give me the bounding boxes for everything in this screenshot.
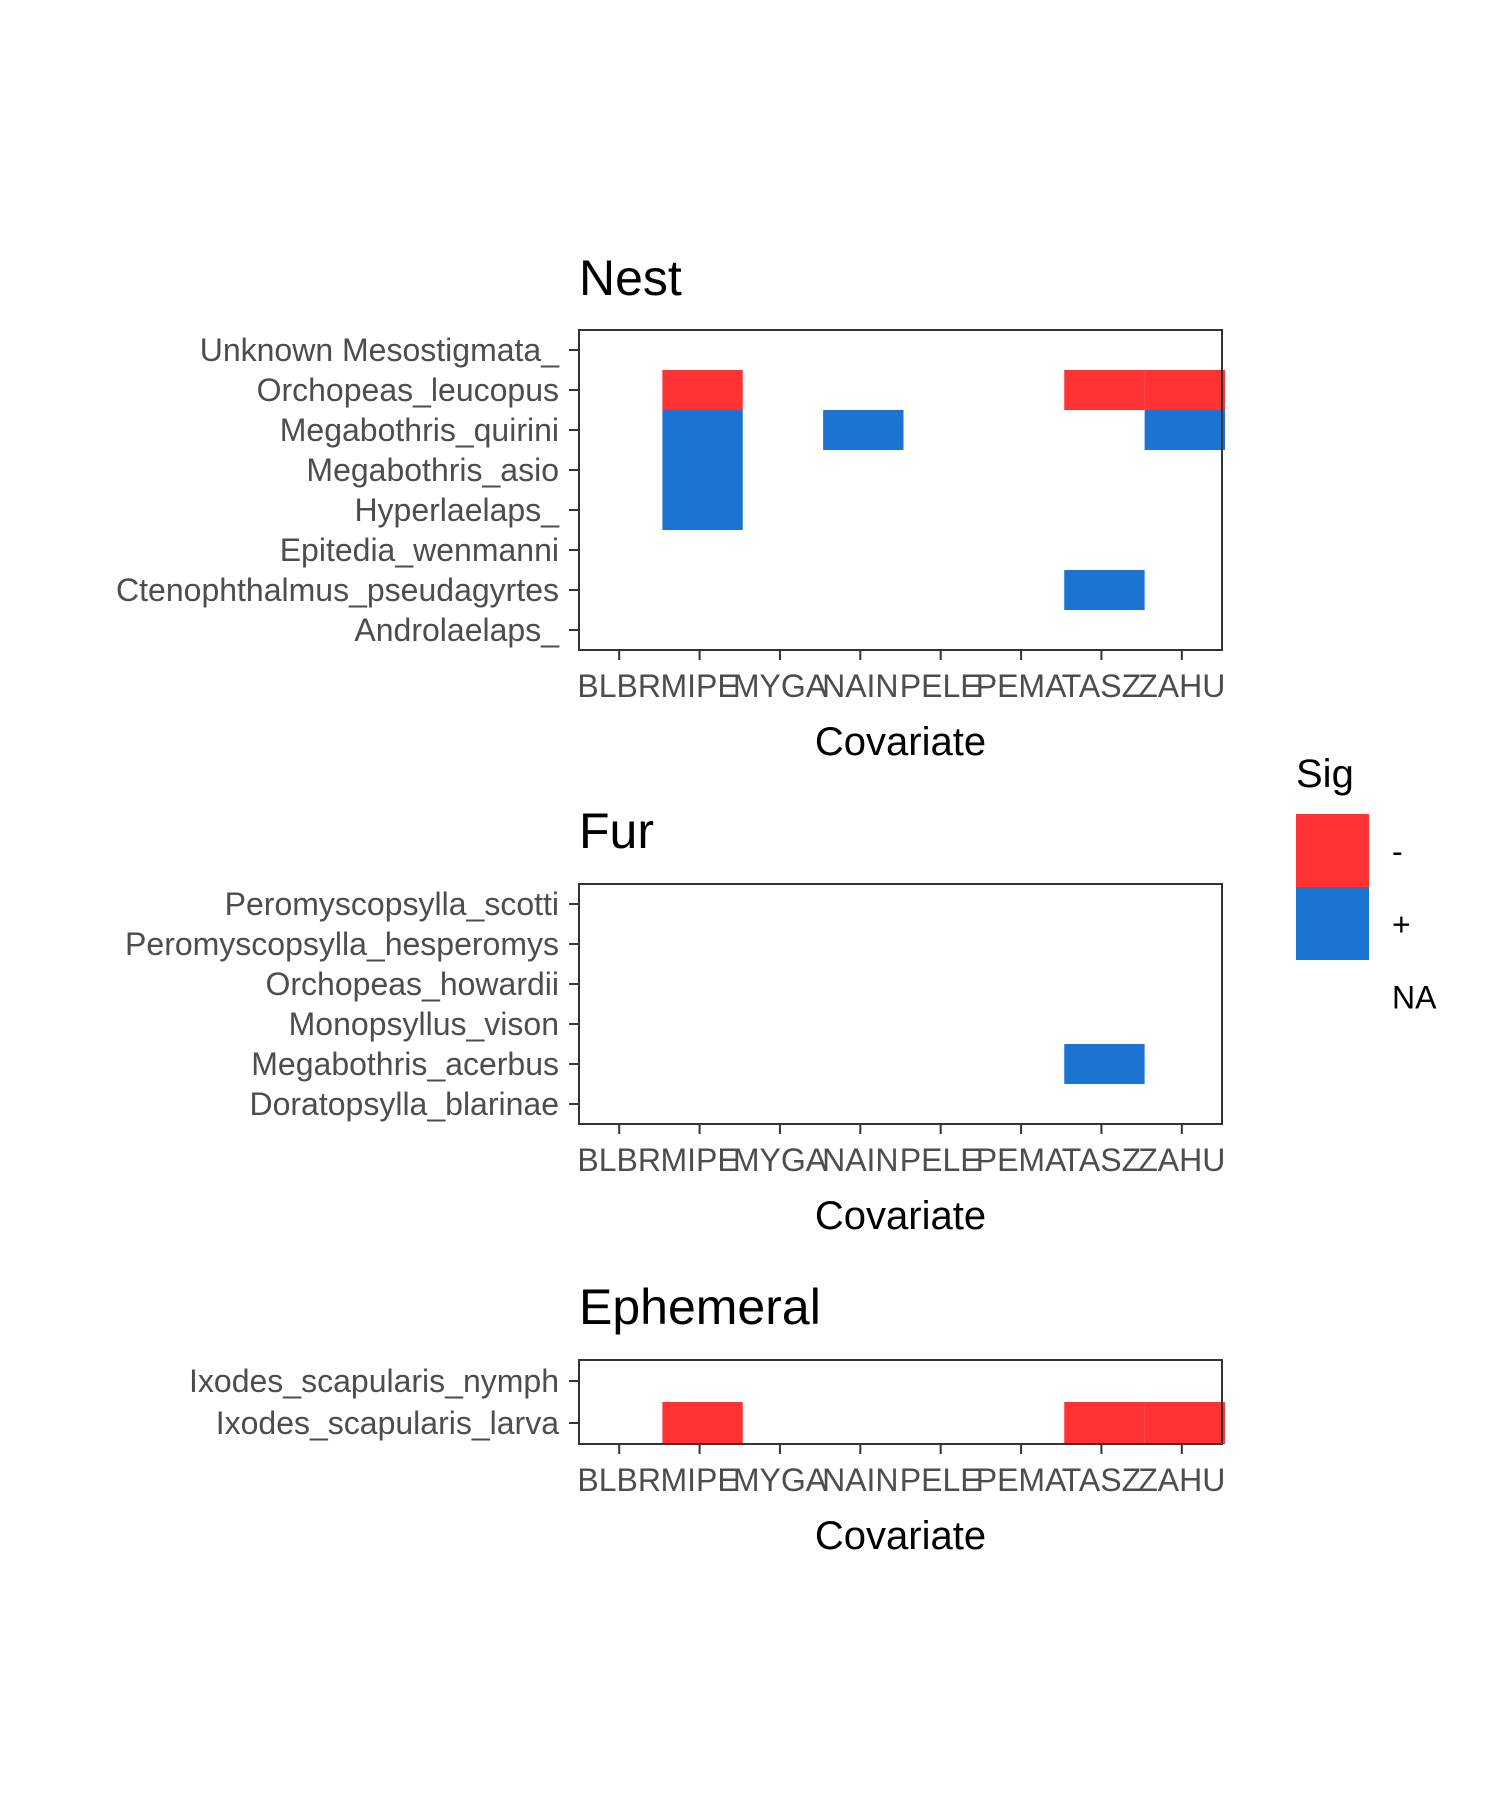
y-tick-label: Orchopeas_howardii [266,966,560,1002]
legend-key [1296,814,1369,887]
x-tick-label: BLBR [577,1462,661,1498]
x-tick-label: MYGA [733,1142,828,1178]
panel-border [578,329,1223,651]
y-tick-label: Peromyscopsylla_scotti [225,886,559,922]
legend-label: - [1392,834,1403,870]
panel-border [578,1359,1223,1445]
x-tick-label: MIPE [660,1142,738,1178]
y-tick-label: Ixodes_scapularis_larva [216,1405,560,1441]
x-tick-label: PEMA [976,1142,1067,1178]
x-tick-label: PEMA [976,668,1067,704]
x-tick-label: NAIN [822,1142,898,1178]
x-tick-label: BLBR [577,668,661,704]
x-tick-label: ZAHU [1138,668,1225,704]
legend: Sig - + NA [1296,752,1437,1016]
legend-title: Sig [1296,752,1354,796]
x-tick-label: TASZ [1062,1142,1141,1178]
heat-tile-tasz-1 [1064,370,1145,410]
x-tick-label: PELE [900,668,982,704]
panel-title: Fur [579,803,654,859]
x-tick-label: NAIN [822,668,898,704]
heat-tile-zahu-2 [1144,1402,1225,1444]
x-tick-label: BLBR [577,1142,661,1178]
heat-tile-mipe-7 [662,490,743,530]
heat-tile-nain-4 [823,410,904,450]
y-tick-label: Ctenophthalmus_pseudagyrtes [116,572,559,608]
x-axis-label: Covariate [815,1194,986,1238]
panel-fur: Fur Doratopsylla_blarinae Megabothris_acer… [125,803,1225,1238]
x-tick-label: PEMA [976,1462,1067,1498]
x-tick-label: TASZ [1062,1462,1141,1498]
panel-border [578,883,1223,1125]
panel-ephemeral: Ephemeral Ixodes_scapularis_larva Ixodes_s… [189,1279,1225,1558]
y-tick-label: Unknown Mesostigmata_ [200,332,560,368]
heat-tile-mipe-3 [662,410,743,450]
x-tick-label: ZAHU [1138,1142,1225,1178]
legend-label: + [1392,907,1411,943]
heat-tile-zahu-2 [1144,370,1225,410]
heat-tile-tasz-1 [1064,1402,1145,1444]
y-tick-label: Epitedia_wenmanni [280,532,559,568]
x-tick-label: MIPE [660,1462,738,1498]
heat-tile-mipe-0 [662,1402,743,1444]
panel-nest: Nest Androlaelaps_ Ctenophthalmus_pseudagy… [116,250,1225,764]
panel-title: Ephemeral [579,1279,821,1335]
x-tick-label: TASZ [1062,668,1141,704]
y-tick-label: Megabothris_asio [306,452,559,488]
y-tick-label: Doratopsylla_blarinae [249,1086,559,1122]
y-tick-label: Megabothris_quirini [280,412,559,448]
x-tick-label: MIPE [660,668,738,704]
x-tick-label: MYGA [733,668,828,704]
legend-key [1296,887,1369,960]
y-tick-label: Orchopeas_leucopus [257,372,559,408]
x-axis-label: Covariate [815,1514,986,1558]
y-tick-label: Androlaelaps_ [354,612,560,648]
heat-tile-mipe-6 [662,450,743,490]
y-tick-label: Ixodes_scapularis_nymph [189,1363,559,1399]
x-tick-label: ZAHU [1138,1462,1225,1498]
x-tick-label: NAIN [822,1462,898,1498]
y-tick-label: Hyperlaelaps_ [354,492,560,528]
y-tick-label: Megabothris_acerbus [251,1046,559,1082]
heat-tile-tasz-8 [1064,570,1145,610]
legend-label: NA [1392,980,1437,1016]
x-tick-label: PELE [900,1142,982,1178]
y-tick-label: Peromyscopsylla_hesperomys [125,926,559,962]
heat-tile-tasz-0 [1064,1044,1145,1084]
panel-title: Nest [579,250,682,306]
x-axis-label: Covariate [815,720,986,764]
x-tick-label: MYGA [733,1462,828,1498]
heat-tile-zahu-5 [1144,410,1225,450]
y-tick-label: Monopsyllus_vison [289,1006,559,1042]
x-tick-label: PELE [900,1462,982,1498]
heat-tile-mipe-0 [662,370,743,410]
